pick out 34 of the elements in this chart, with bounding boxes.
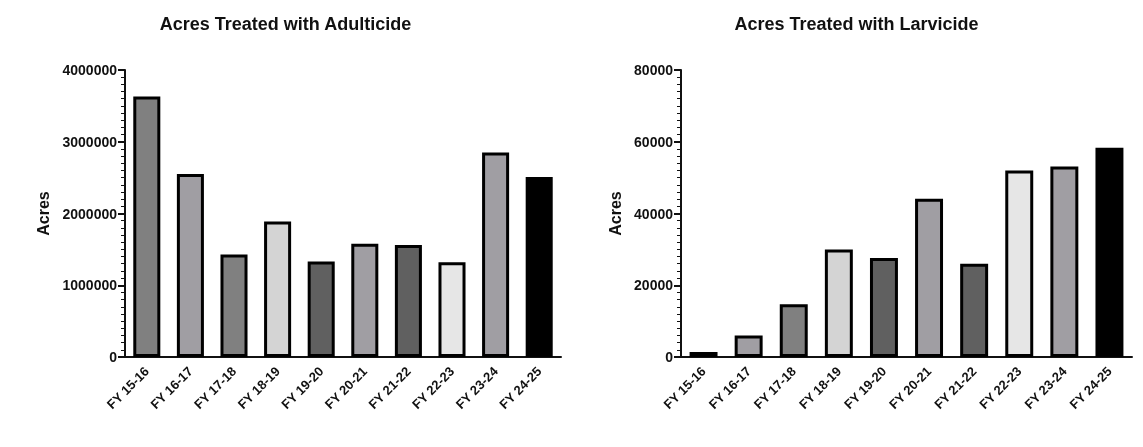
- bar: [779, 304, 808, 357]
- bar: [438, 262, 466, 357]
- bar: [220, 254, 248, 357]
- chart-title: Acres Treated with Larvicide: [734, 14, 979, 34]
- y-axis-title: Acres: [606, 191, 624, 236]
- bar: [351, 243, 379, 357]
- bar: [482, 152, 510, 357]
- y-axis-title: Acres: [35, 191, 53, 236]
- bar: [1050, 166, 1079, 357]
- y-tick-label: 0: [109, 349, 118, 365]
- y-tick-label: 0: [665, 349, 674, 365]
- bar: [869, 257, 898, 357]
- y-tick-label: 3000000: [62, 133, 118, 150]
- bar: [264, 221, 292, 357]
- bar: [1095, 147, 1124, 357]
- bar: [960, 263, 989, 357]
- bar: [307, 261, 335, 357]
- bar: [176, 174, 204, 357]
- bar: [525, 176, 553, 357]
- y-tick-label: 1000000: [62, 277, 118, 294]
- y-tick-label: 4000000: [62, 62, 118, 78]
- y-tick-label: 60000: [634, 133, 674, 150]
- bar: [394, 245, 422, 357]
- y-tick-label: 40000: [634, 205, 674, 222]
- bar: [133, 96, 161, 357]
- y-tick-label: 80000: [634, 62, 674, 78]
- y-tick-label: 20000: [634, 277, 674, 294]
- bar: [689, 351, 718, 357]
- bar: [734, 335, 763, 357]
- chart-title: Acres Treated with Adulticide: [159, 14, 412, 34]
- bar: [1005, 170, 1034, 357]
- y-tick-label: 2000000: [62, 205, 118, 222]
- bar: [915, 198, 944, 357]
- bar: [824, 249, 853, 357]
